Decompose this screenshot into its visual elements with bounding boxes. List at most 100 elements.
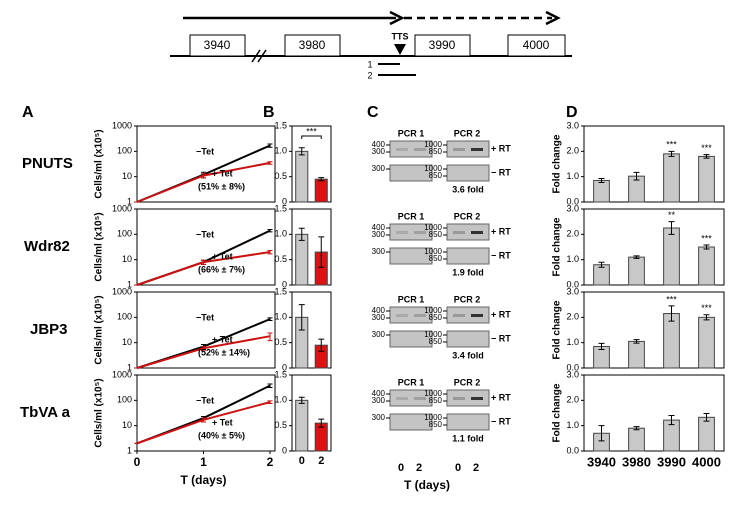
- series-label: −Tet: [196, 229, 214, 239]
- y-axis-label: Fold change: [552, 217, 563, 276]
- y-axis-label: Cells/ml (x10⁵): [94, 295, 105, 364]
- gel-image: [446, 330, 490, 348]
- error-bar: [668, 150, 675, 157]
- marker-label: 400: [372, 140, 386, 149]
- plot-frame: [136, 125, 276, 203]
- fold-change: 1.1 fold: [452, 433, 484, 443]
- annotation: (52% ± 14%): [198, 347, 250, 357]
- error-bar: [318, 418, 325, 428]
- significance: ***: [666, 294, 677, 304]
- lane-label: 2: [416, 462, 422, 474]
- gene-label: 4000: [523, 38, 550, 52]
- y-tick-label: 1.0: [566, 337, 579, 347]
- gene-box: [284, 34, 341, 57]
- marker-label: 300: [372, 147, 386, 156]
- gel-band: [396, 231, 408, 234]
- break-mark: [251, 49, 261, 63]
- marker-label: 1000: [424, 330, 442, 339]
- y-tick-label: 1.0: [566, 254, 579, 264]
- fold-change: 3.6 fold: [452, 184, 484, 194]
- gel-band: [414, 314, 426, 317]
- product-label: 1: [367, 59, 372, 69]
- y-tick-label: 1.5: [274, 203, 287, 213]
- bar: [295, 233, 309, 286]
- y-tick-label: 0.0: [566, 445, 579, 455]
- y-tick-label: 1.5: [274, 286, 287, 296]
- x-axis-label: T (days): [404, 478, 450, 492]
- y-tick-label: 100: [117, 312, 132, 322]
- fold-change: 1.9 fold: [452, 267, 484, 277]
- y-tick-label: 2.0: [566, 312, 579, 322]
- marker-label: 850: [429, 254, 443, 263]
- gel-band: [453, 314, 465, 317]
- y-tick-label: 1000: [112, 286, 132, 296]
- y-tick-label: 1000: [112, 203, 132, 213]
- error-bar: [668, 415, 675, 426]
- gel-title: PCR 1: [398, 294, 425, 304]
- y-axis-label: Cells/ml (x10⁵): [94, 212, 105, 281]
- marker-label: 1000: [424, 389, 442, 398]
- significance: ***: [666, 140, 677, 150]
- y-tick-label: 0.5: [274, 254, 287, 264]
- y-tick-label: 0: [282, 445, 287, 455]
- error-bar: [703, 154, 710, 159]
- series-label: + Tet: [212, 334, 233, 344]
- y-tick-label: 100: [117, 395, 132, 405]
- error-bar: [267, 250, 273, 255]
- bar: [593, 179, 610, 203]
- bar: [295, 399, 309, 452]
- gel-image: [446, 306, 490, 324]
- marker-label: 1000: [424, 247, 442, 256]
- row-label: TbVA a: [20, 404, 71, 421]
- error-bar: [633, 426, 640, 431]
- y-tick-label: 1.0: [566, 420, 579, 430]
- x-tick-label: 1: [200, 455, 207, 469]
- bar: [663, 313, 680, 369]
- error-bar: [267, 332, 273, 342]
- error-bar: [598, 177, 605, 183]
- gel-image: [446, 164, 490, 182]
- gel-band: [453, 148, 465, 151]
- bar: [628, 340, 645, 369]
- gel-image: [389, 164, 433, 182]
- arrow-head: [389, 10, 405, 26]
- plot-frame: [583, 125, 725, 203]
- y-tick-label: 1000: [112, 369, 132, 379]
- gel-band: [471, 148, 483, 151]
- gel-title: PCR 2: [454, 294, 481, 304]
- error-bar: [201, 346, 206, 351]
- y-tick-label: 1.0: [274, 395, 287, 405]
- y-tick-label: 10: [122, 171, 132, 181]
- rt-label: − RT: [491, 250, 511, 260]
- error-bar: [201, 259, 206, 265]
- series-label: + Tet: [212, 417, 233, 427]
- error-bar: [633, 255, 640, 259]
- tts-marker: [394, 44, 406, 55]
- error-bar: [668, 221, 675, 235]
- error-bar: [668, 305, 675, 322]
- y-tick-label: 1: [127, 445, 132, 455]
- marker-label: 850: [429, 147, 443, 156]
- gel-image: [446, 140, 490, 158]
- gel-image: [389, 247, 433, 265]
- series-label: + Tet: [212, 251, 233, 261]
- gene-label: 3980: [299, 38, 326, 52]
- error-bar: [267, 383, 273, 389]
- significance: ***: [306, 126, 317, 136]
- y-tick-label: 1000: [112, 120, 132, 130]
- marker-label: 300: [372, 330, 386, 339]
- bar: [698, 246, 715, 286]
- bar: [698, 316, 715, 369]
- gene-box: [507, 34, 566, 57]
- marker-label: 1000: [424, 413, 442, 422]
- arrow-head: [545, 10, 561, 26]
- error-bar: [267, 161, 273, 165]
- y-tick-label: 0.0: [566, 279, 579, 289]
- gel-image: [446, 413, 490, 431]
- significance-bracket: [301, 135, 322, 139]
- gel-image: [389, 389, 433, 407]
- rt-label: + RT: [491, 226, 511, 236]
- marker-label: 850: [429, 396, 443, 405]
- error-bar: [633, 339, 640, 344]
